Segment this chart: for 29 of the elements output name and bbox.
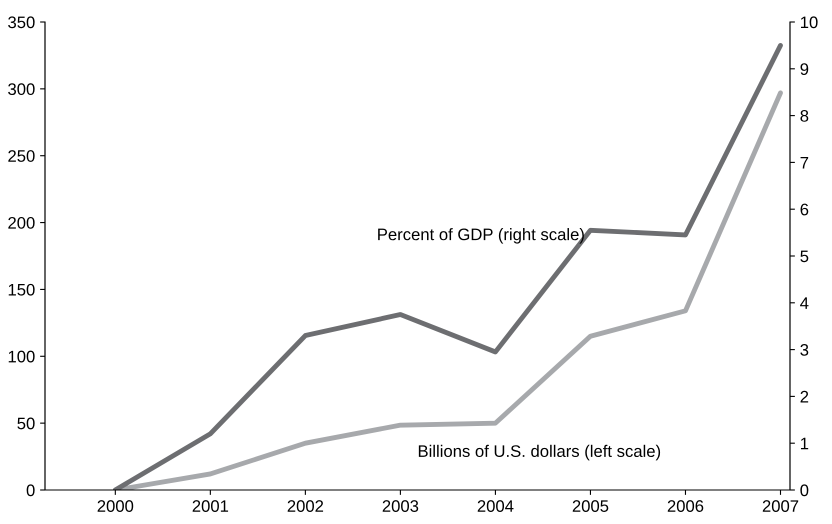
y-tick-label: 350	[8, 16, 35, 28]
series-label: Percent of GDP (right scale)	[378, 228, 584, 244]
y-tick-label: 50	[17, 418, 35, 430]
x-tick-label: 2006	[668, 500, 704, 512]
y2-tick-label: 4	[800, 297, 809, 309]
y2-tick-label: 1	[800, 438, 808, 450]
y-tick-label: 0	[26, 484, 35, 496]
x-tick-label: 2000	[98, 500, 134, 512]
x-tick-label: 2004	[478, 500, 514, 512]
series-label: Billions of U.S. dollars (left scale)	[418, 444, 660, 460]
y-tick-label: 300	[8, 83, 35, 96]
x-tick-label: 2003	[382, 500, 418, 512]
x-tick-label: 2002	[288, 500, 324, 512]
y2-tick-label: 2	[800, 390, 808, 402]
y2-tick-label: 10	[800, 16, 818, 28]
y2-tick-label: 8	[800, 110, 808, 122]
y2-tick-label: 5	[800, 250, 808, 262]
y-tick-label: 100	[8, 350, 35, 362]
y2-tick-label: 6	[800, 204, 808, 216]
x-tick-label: 2001	[192, 500, 228, 512]
y-tick-label: 250	[8, 150, 35, 162]
y2-tick-label: 0	[800, 484, 808, 496]
x-tick-label: 2005	[572, 500, 608, 512]
x-tick-label: 2007	[762, 500, 798, 512]
y2-tick-label: 3	[800, 344, 808, 356]
y-tick-label: 150	[8, 284, 35, 296]
y2-tick-label: 9	[800, 63, 808, 76]
y-tick-label: 200	[8, 216, 35, 229]
y2-tick-label: 7	[800, 156, 808, 168]
